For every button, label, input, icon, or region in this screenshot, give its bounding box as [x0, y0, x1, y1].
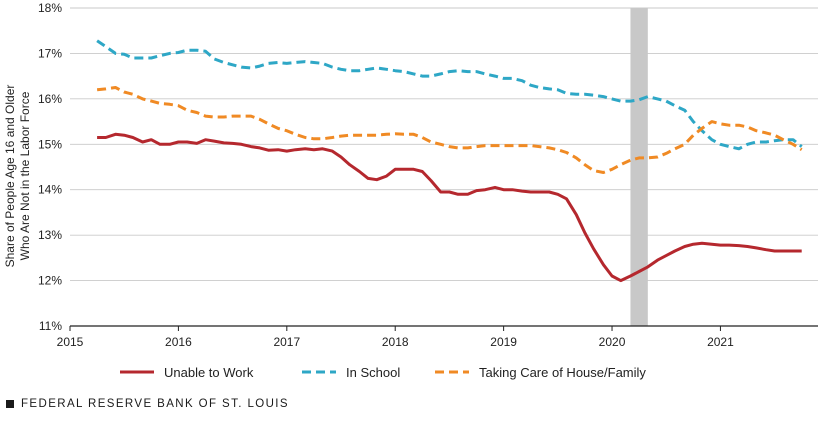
- legend-label-1: In School: [346, 365, 400, 380]
- y-axis-label: Share of People Age 16 and Older Who Are…: [3, 85, 32, 268]
- series-line-0: [97, 132, 802, 283]
- legend-label-0: Unable to Work: [164, 365, 254, 380]
- footer: FEDERAL RESERVE BANK OF ST. LOUIS: [6, 398, 289, 410]
- recession-shading: [630, 8, 648, 326]
- series-lines: [96, 39, 803, 283]
- x-tick-label: 2021: [707, 335, 734, 349]
- footer-text: FEDERAL RESERVE BANK OF ST. LOUIS: [21, 398, 289, 410]
- line-chart: 11%12%13%14%15%16%17%18% 2015 2016 2017 201…: [3, 1, 818, 380]
- x-axis: 2015 2016 2017 2018 2019 2020 2021: [57, 325, 818, 349]
- shaded-region: [630, 8, 648, 326]
- series-line-1: [96, 39, 803, 151]
- y-tick-label: 11%: [39, 319, 62, 333]
- y-tick-label: 16%: [38, 92, 62, 106]
- x-tick-label: 2017: [273, 335, 300, 349]
- y-tick-label: 12%: [38, 274, 62, 288]
- y-axis-label-line1: Share of People Age 16 and Older: [3, 85, 17, 268]
- y-tick-label: 18%: [38, 1, 62, 15]
- footer-square-icon: [6, 400, 14, 408]
- series-line-2: [96, 86, 803, 174]
- y-tick-label: 15%: [38, 137, 62, 151]
- x-tick-label: 2016: [165, 335, 192, 349]
- x-tick-label: 2018: [382, 335, 409, 349]
- x-tick-label: 2020: [599, 335, 626, 349]
- x-tick-label: 2019: [490, 335, 517, 349]
- x-tick-label: 2015: [57, 335, 84, 349]
- legend: Unable to Work In School Taking Care of Ho…: [120, 365, 646, 380]
- legend-label-2: Taking Care of House/Family: [479, 365, 646, 380]
- y-axis-tick-labels: 11% 12% 13% 14% 15% 16% 17% 18%: [38, 1, 62, 333]
- y-tick-label: 14%: [38, 183, 62, 197]
- y-tick-label: 17%: [38, 46, 62, 60]
- y-axis-label-line2: Who Are Not in the Labor Force: [18, 91, 32, 260]
- y-tick-label: 13%: [38, 228, 62, 242]
